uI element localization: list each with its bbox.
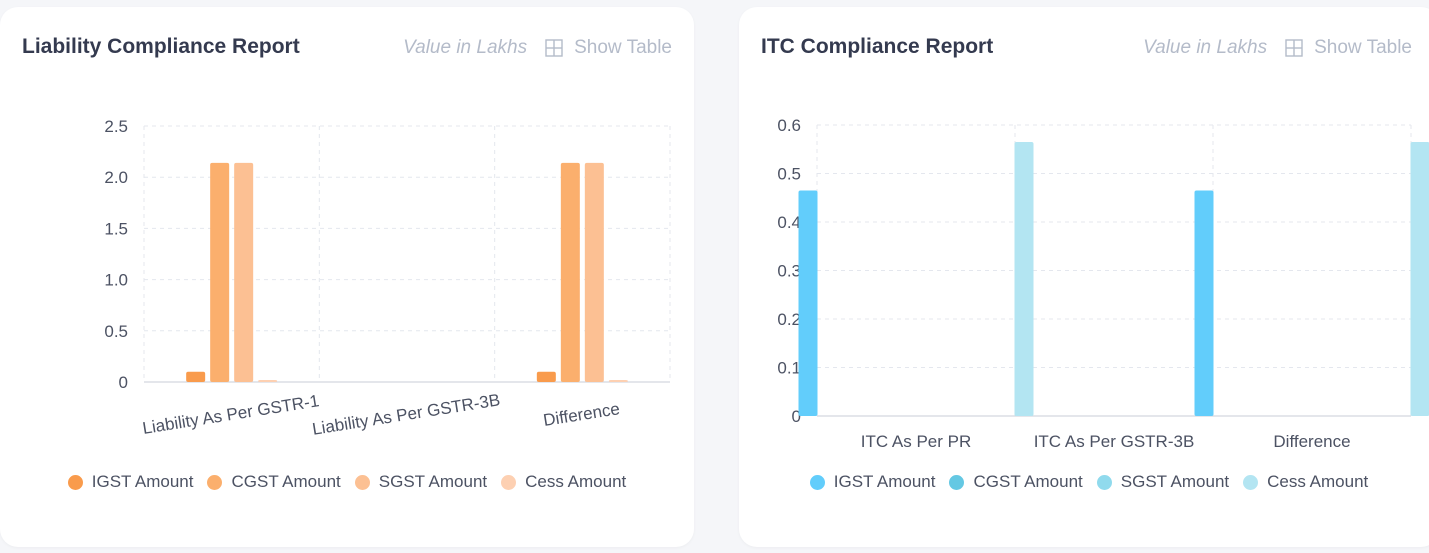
y-tick-label: 1.5 [104, 219, 128, 238]
bar-cess-amount[interactable] [1014, 141, 1034, 416]
legend-item[interactable]: SGST Amount [1096, 472, 1230, 492]
legend-item[interactable]: Cess Amount [501, 472, 626, 492]
x-category-label: Difference [542, 399, 621, 430]
bar-igst-amount[interactable] [186, 371, 206, 382]
bar-cess-amount[interactable] [1410, 141, 1429, 416]
legend-dot-icon [949, 474, 965, 490]
bar-sgst-amount[interactable] [584, 162, 604, 382]
x-category-label: ITC As Per PR [861, 432, 972, 451]
legend-dot-icon [1243, 474, 1259, 490]
unit-label: Value in Lakhs [1143, 37, 1268, 58]
legend-label: Cess Amount [525, 472, 627, 491]
legend-dot-icon [1096, 474, 1112, 490]
chart-legend: IGST Amount CGST Amount SGST Amount Cess Am… [739, 472, 1429, 492]
card-meta: Value in Lakhs Show Table [403, 37, 672, 59]
x-category-label: ITC As Per GSTR-3B [1034, 432, 1195, 451]
show-table-button[interactable]: Show Table [1285, 37, 1412, 59]
y-tick-label: 2.5 [104, 117, 128, 136]
y-tick-label: 0.6 [777, 116, 801, 135]
y-tick-label: 0 [119, 373, 128, 392]
itc-bar-chart: 0 0.1 0.2 0.3 0.4 0.5 0.6 ITC As Per PR ITC As P… [777, 116, 1429, 451]
legend-label: SGST Amount [1120, 472, 1230, 491]
card-meta: Value in Lakhs Show Table [1143, 37, 1412, 59]
card-title: ITC Compliance Report [761, 35, 994, 58]
unit-label: Value in Lakhs [403, 37, 528, 58]
legend-item[interactable]: Cess Amount [1243, 472, 1368, 492]
legend-label: CGST Amount [231, 472, 341, 491]
y-tick-label: 2.0 [104, 168, 128, 187]
bar-igst-amount[interactable] [798, 190, 818, 416]
legend-dot-icon [354, 474, 370, 490]
y-tick-label: 0.5 [777, 165, 801, 184]
bar-cess-amount[interactable] [258, 380, 278, 382]
bar-sgst-amount[interactable] [234, 162, 254, 382]
legend-item[interactable]: IGST Amount [67, 472, 194, 492]
show-table-label: Show Table [1314, 37, 1412, 58]
table-grid-icon [545, 39, 563, 57]
legend-item[interactable]: CGST Amount [207, 472, 341, 492]
y-tick-label: 0.1 [777, 359, 801, 378]
y-tick-label: 0 [792, 407, 801, 426]
legend-dot-icon [809, 474, 825, 490]
x-category-label: Difference [1273, 432, 1350, 451]
y-tick-label: 0.4 [777, 213, 801, 232]
x-category-label: Liability As Per GSTR-3B [311, 390, 502, 438]
liability-bar-chart: 0 0.5 1.0 1.5 2.0 2.5 Liability As Per GSTR-1L… [104, 117, 671, 439]
bar-cgst-amount[interactable] [210, 162, 230, 382]
y-tick-label: 0.3 [777, 262, 801, 281]
y-tick-label: 0.5 [104, 322, 128, 341]
show-table-button[interactable]: Show Table [545, 37, 672, 59]
bar-cess-amount[interactable] [608, 380, 628, 382]
legend-item[interactable]: SGST Amount [354, 472, 488, 492]
chart-legend: IGST Amount CGST Amount SGST Amount Cess Am… [0, 472, 694, 492]
show-table-label: Show Table [574, 37, 672, 58]
legend-item[interactable]: CGST Amount [949, 472, 1083, 492]
card-title: Liability Compliance Report [22, 35, 300, 58]
liability-report-card: Liability Compliance Report Value in Lak… [0, 7, 694, 547]
legend-dot-icon [67, 474, 83, 490]
legend-label: IGST Amount [833, 472, 936, 491]
y-tick-label: 0.2 [777, 310, 801, 329]
y-tick-label: 1.0 [104, 271, 128, 290]
bar-cgst-amount[interactable] [560, 162, 580, 382]
legend-item[interactable]: IGST Amount [809, 472, 936, 492]
bar-igst-amount[interactable] [1194, 190, 1214, 416]
legend-dot-icon [501, 474, 517, 490]
table-grid-icon [1285, 39, 1303, 57]
legend-label: Cess Amount [1267, 472, 1369, 491]
x-category-label: Liability As Per GSTR-1 [141, 391, 320, 438]
itc-report-card: ITC Compliance Report Value in Lakhs Sho… [739, 7, 1429, 547]
legend-dot-icon [207, 474, 223, 490]
bar-igst-amount[interactable] [536, 371, 556, 382]
legend-label: SGST Amount [378, 472, 488, 491]
legend-label: IGST Amount [91, 472, 194, 491]
legend-label: CGST Amount [973, 472, 1083, 491]
